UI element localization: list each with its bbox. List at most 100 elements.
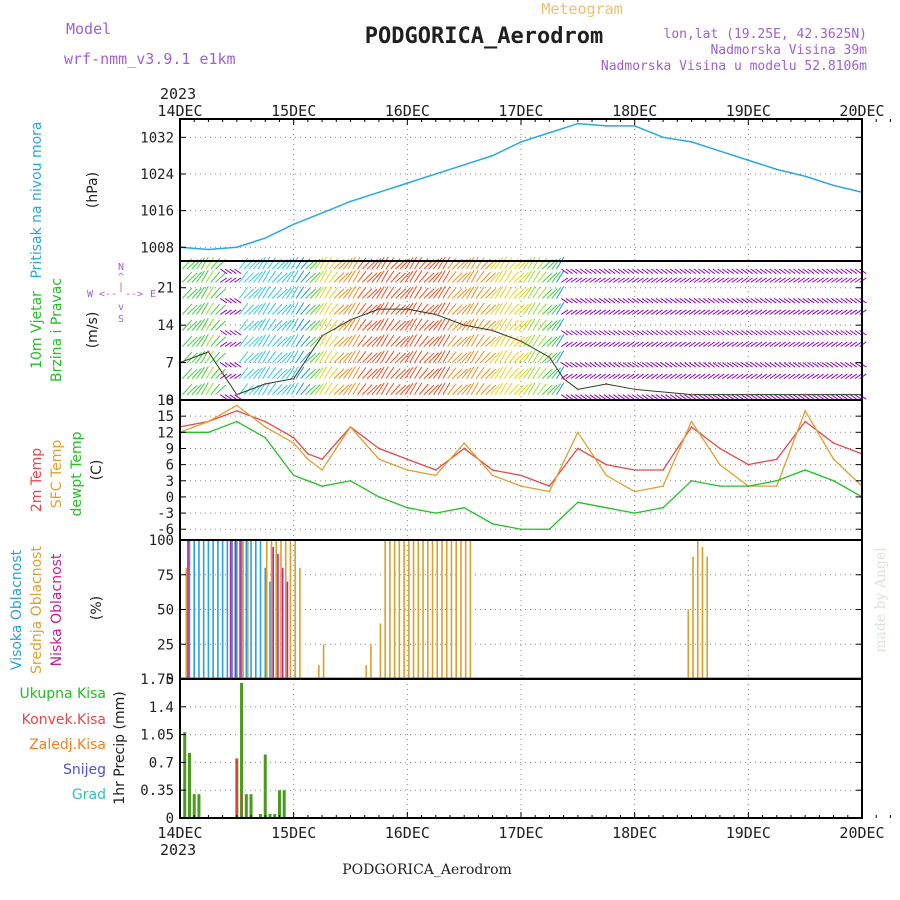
wind-barb (205, 270, 214, 283)
wind-barb (674, 373, 682, 380)
wind-barb (830, 268, 839, 274)
wind-barb (532, 350, 541, 363)
wind-barb (703, 330, 711, 336)
wind-barb (821, 373, 829, 380)
wind-barb (532, 334, 541, 347)
wind-barb (485, 272, 497, 283)
wind-barb (755, 341, 763, 347)
wind-barb (575, 373, 583, 380)
wind-barb (679, 298, 687, 304)
wind-barb (532, 382, 541, 395)
wind-barb (423, 384, 435, 396)
wind-barb (598, 330, 607, 336)
footer-station: PODGORICA_Aerodrom (342, 862, 512, 878)
wind-barb (840, 298, 848, 304)
wind-barb (816, 330, 824, 336)
wind-barb (527, 286, 536, 299)
temp-point (548, 528, 551, 531)
wind-barb (229, 373, 237, 380)
temp-point (832, 442, 835, 444)
wind-barb (769, 394, 777, 400)
wind-barb (532, 256, 541, 270)
wind-barb (352, 286, 361, 299)
wind-barb (357, 367, 367, 379)
wind-barb (821, 330, 829, 336)
wind-barb (840, 277, 848, 283)
wind-barb (437, 382, 446, 395)
wind-barb (594, 277, 602, 283)
wind-barb (343, 287, 353, 299)
temp-point (292, 474, 295, 477)
wind-barb (191, 287, 202, 299)
wind-barb (722, 341, 730, 347)
wind-barb (722, 394, 730, 400)
wind-barb (409, 318, 418, 331)
wind-barb (802, 268, 810, 274)
temp-point (264, 420, 267, 423)
wind-barb (537, 303, 547, 315)
wind-barb (793, 362, 801, 368)
wind-barb (608, 341, 616, 347)
wind-barb (622, 362, 630, 368)
wind-barb (669, 394, 678, 400)
wind-barb (584, 277, 592, 283)
wind-barb (489, 287, 501, 299)
wind-barb (594, 394, 602, 400)
wind-barb (726, 330, 734, 336)
wind-barb (684, 373, 692, 380)
wind-barb (295, 366, 305, 379)
wind-barb (276, 320, 288, 331)
wind-speed-point (349, 318, 352, 322)
wind-barb (361, 288, 373, 299)
wind-barb (224, 341, 232, 347)
wind-barb (513, 384, 525, 396)
legend-hail: Grad (72, 787, 106, 803)
wind-barb (219, 298, 228, 304)
wind-barb (343, 335, 353, 347)
wind-barb (494, 350, 504, 363)
wind-compass: N ^ | W <-- --> E v S (87, 262, 156, 325)
wind-barb (181, 271, 193, 283)
wind-barb (650, 362, 659, 368)
wind-barb (551, 303, 561, 315)
wind-barb (219, 330, 228, 336)
wind-barb (513, 288, 525, 299)
wind-barb (271, 336, 283, 347)
wind-barb (722, 330, 730, 336)
wind-barb (385, 270, 395, 283)
wind-barb (385, 334, 395, 347)
wind-barb (660, 373, 668, 380)
wind-barb (764, 268, 772, 274)
wind-barb (418, 319, 429, 331)
wind-barb (613, 330, 621, 336)
wind-barb (437, 302, 446, 315)
wind-barb (589, 330, 597, 336)
wind-barb (797, 362, 805, 368)
wind-barb (489, 351, 501, 363)
wind-barb (826, 394, 834, 400)
wind-barb (655, 330, 663, 336)
wind-barb (380, 318, 389, 331)
wind-barb (243, 304, 255, 315)
wind-barb (447, 287, 457, 299)
wind-barb (309, 272, 321, 283)
cloud-unit: (%) (89, 596, 105, 620)
wind-barb (181, 319, 193, 331)
wind-barb (200, 270, 209, 283)
wind-barb (617, 373, 625, 380)
wind-barb (622, 268, 630, 274)
wind-barb (309, 336, 321, 347)
wind-barb (418, 367, 429, 379)
temp-point (264, 426, 267, 428)
panel-frames (179, 118, 863, 819)
wind-barb (191, 271, 202, 283)
wind-barb (343, 303, 353, 315)
wind-barb (485, 352, 497, 363)
wind-barb (281, 303, 292, 315)
temp-point (491, 469, 494, 471)
wind-barb (494, 302, 504, 315)
wind-barb (399, 352, 411, 363)
wind-barb (276, 304, 288, 315)
wind-speed-point (264, 382, 267, 386)
wind-barb (684, 298, 692, 304)
